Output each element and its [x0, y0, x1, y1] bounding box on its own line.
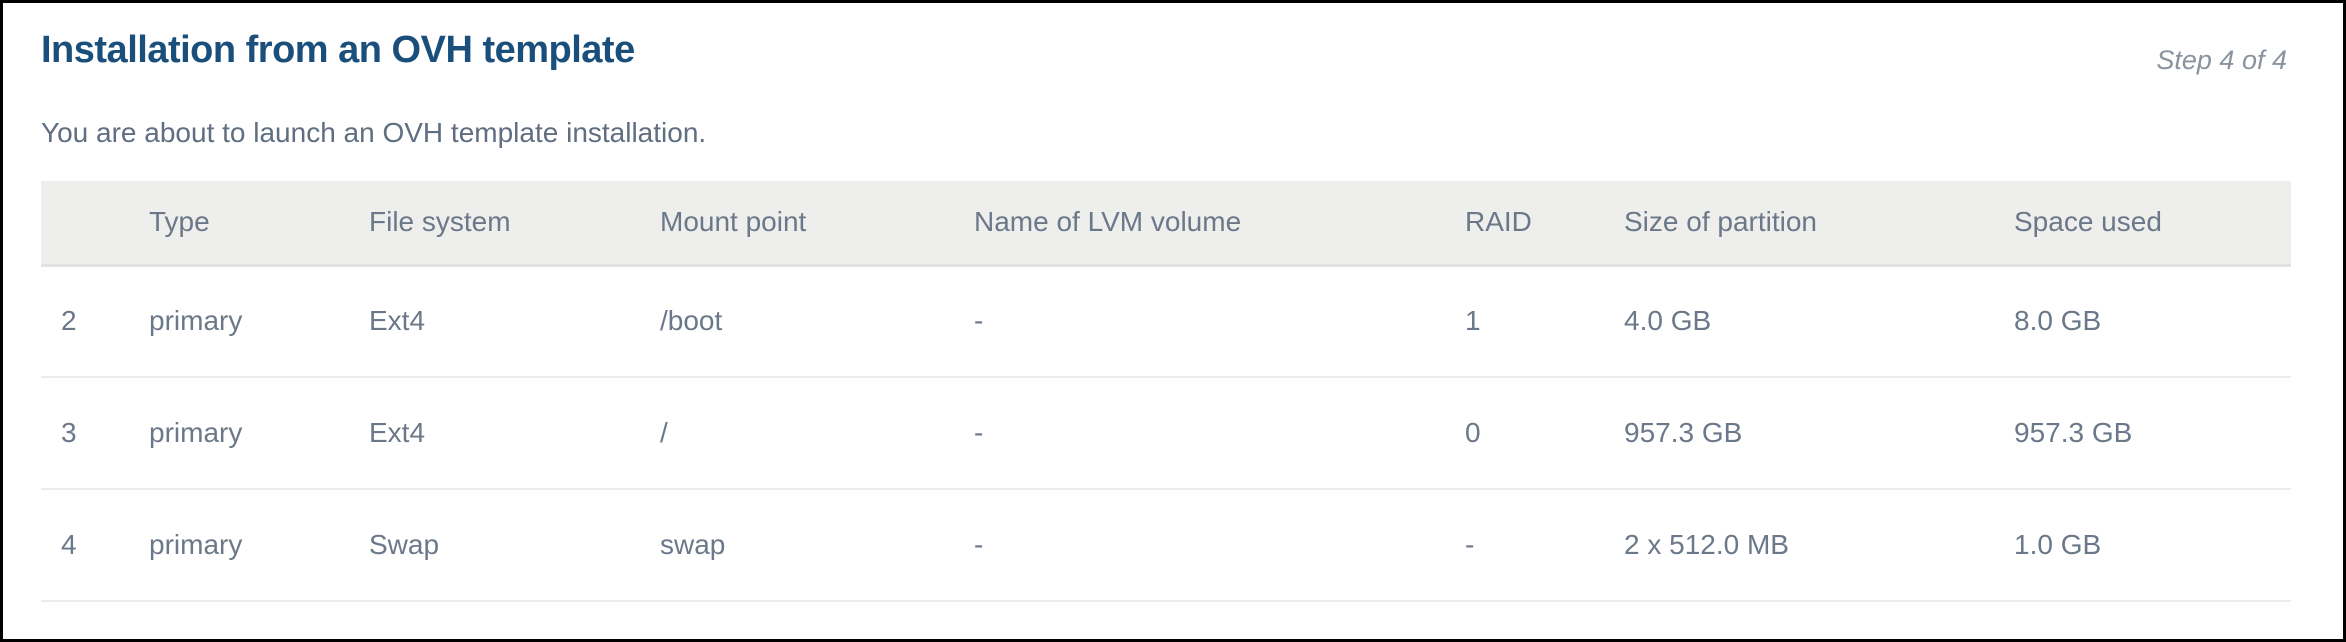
page-title: Installation from an OVH template — [41, 29, 635, 71]
cell-raid: 1 — [1465, 305, 1481, 337]
cell-space-used: 957.3 GB — [2014, 417, 2133, 448]
table-row: 4 primary Swap swap - - 2 x 512.0 MB 1.0 GB — [41, 489, 2291, 601]
cell-lvm-volume: - — [974, 417, 984, 448]
cell-raid: - — [1465, 529, 1475, 560]
cell-size: 4.0 GB — [1624, 305, 1712, 337]
column-header-raid: RAID — [1465, 206, 1532, 238]
cell-number: 3 — [61, 417, 77, 448]
column-header-space-used: Space used — [2014, 206, 2162, 238]
table-header-row: Type File system Mount point Name of LVM… — [41, 181, 2291, 265]
column-header-type: Type — [149, 206, 210, 238]
table-row: 2 primary Ext4/boot - 1 4.0 GB 8.0 GB — [41, 265, 2291, 377]
column-header-size: Size of partition — [1624, 206, 1817, 238]
column-header-number — [41, 181, 149, 265]
cell-number: 4 — [61, 529, 77, 560]
cell-file-system: Ext4 — [369, 417, 426, 448]
cell-type: primary — [149, 529, 243, 560]
column-header-mount-point: Mount point — [660, 206, 807, 238]
cell-mount-point: /boot — [660, 305, 723, 337]
cell-type: primary — [149, 417, 243, 448]
partition-table: Type File system Mount point Name of LVM… — [41, 181, 2291, 602]
column-header-lvm-volume: Name of LVM volume — [974, 206, 1242, 238]
cell-space-used: 1.0 GB — [2014, 529, 2102, 560]
column-header-file-system: File system — [369, 206, 511, 238]
table-row: 3 primary Ext4 / - 0 957.3 GB 957.3 GB — [41, 377, 2291, 489]
cell-number: 2 — [61, 305, 77, 337]
cell-lvm-volume: - — [974, 305, 984, 337]
cell-type: primary — [149, 305, 243, 337]
description-text: You are about to launch an OVH template … — [41, 117, 707, 148]
cell-size: 957.3 GB — [1624, 417, 1743, 448]
cell-space-used: 8.0 GB — [2014, 305, 2102, 337]
step-indicator: Step 4 of 4 — [2156, 45, 2287, 75]
cell-lvm-volume: - — [974, 529, 984, 560]
cell-raid: 0 — [1465, 417, 1481, 448]
cell-file-system: Swap — [369, 529, 440, 560]
cell-mount-point: swap — [660, 529, 726, 560]
cell-size: 2 x 512.0 MB — [1624, 529, 1789, 560]
cell-file-system: Ext4 — [369, 305, 426, 337]
cell-mount-point: / — [660, 417, 668, 448]
